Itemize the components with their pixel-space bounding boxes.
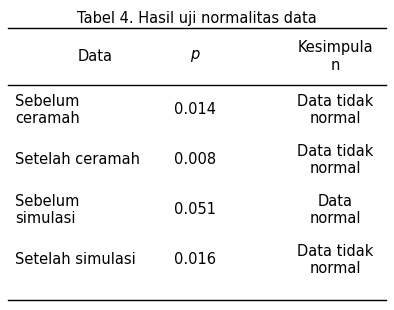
Text: Data tidak
normal: Data tidak normal — [297, 144, 373, 176]
Text: $p$: $p$ — [190, 48, 200, 64]
Text: Setelah ceramah: Setelah ceramah — [15, 153, 140, 167]
Text: Setelah simulasi: Setelah simulasi — [15, 253, 136, 268]
Text: Data
normal: Data normal — [309, 194, 361, 226]
Text: Data: Data — [78, 49, 113, 64]
Text: Kesimpula
n: Kesimpula n — [297, 40, 373, 73]
Text: Tabel 4. Hasil uji normalitas data: Tabel 4. Hasil uji normalitas data — [77, 11, 317, 25]
Text: 0.016: 0.016 — [174, 253, 216, 268]
Text: Sebelum
simulasi: Sebelum simulasi — [15, 194, 79, 226]
Text: Data tidak
normal: Data tidak normal — [297, 94, 373, 126]
Text: Sebelum
ceramah: Sebelum ceramah — [15, 94, 80, 126]
Text: 0.051: 0.051 — [174, 202, 216, 218]
Text: 0.014: 0.014 — [174, 103, 216, 117]
Text: Data tidak
normal: Data tidak normal — [297, 244, 373, 276]
Text: 0.008: 0.008 — [174, 153, 216, 167]
